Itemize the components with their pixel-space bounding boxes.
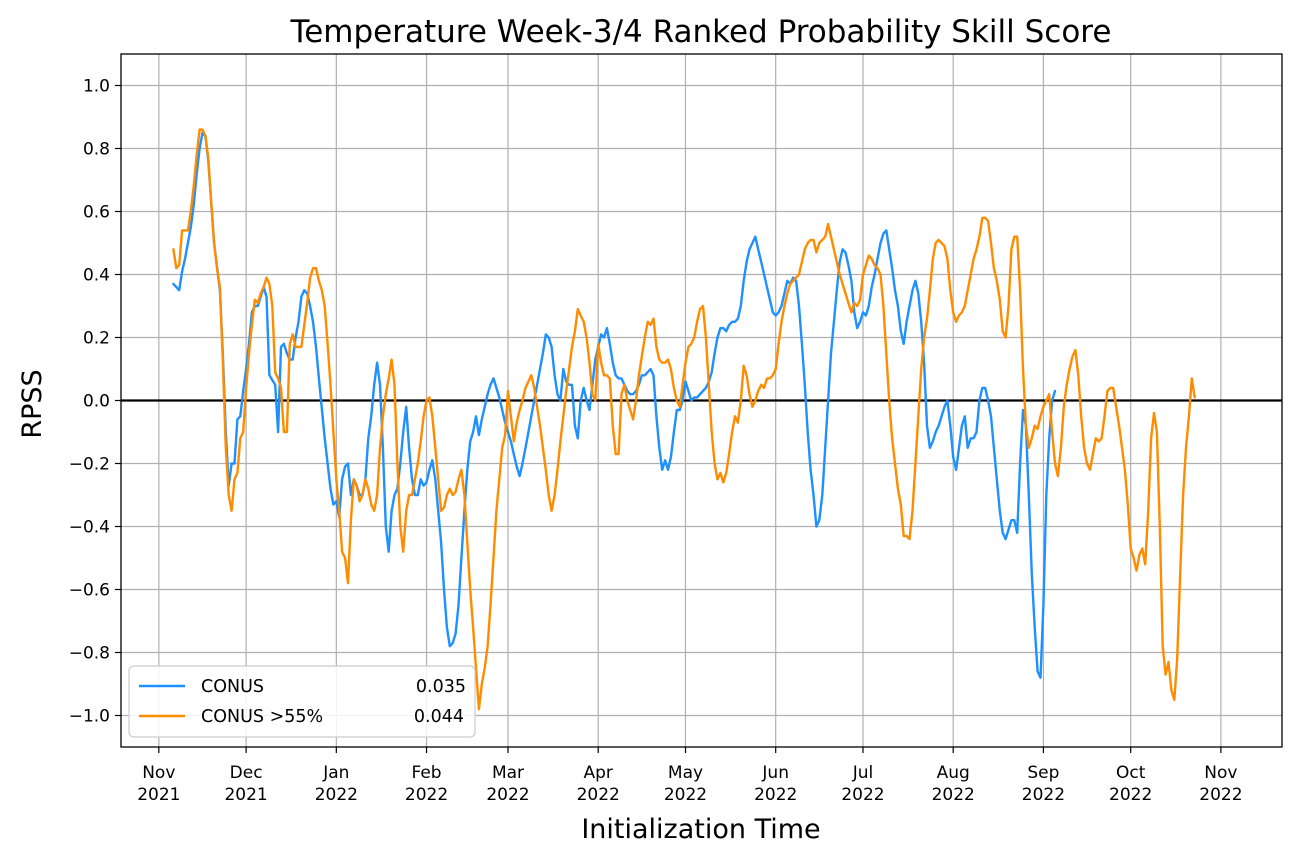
x-axis-title: Initialization Time bbox=[581, 814, 820, 845]
legend-value-conus-55: 0.044 bbox=[414, 707, 464, 727]
x-tick-label-year: 2022 bbox=[664, 785, 707, 805]
y-tick-label: 1.0 bbox=[83, 77, 110, 97]
x-tick-label-year: 2022 bbox=[315, 785, 358, 805]
y-tick-label: 0.8 bbox=[83, 140, 110, 160]
x-tick-label-month: Feb bbox=[411, 763, 441, 783]
legend-label-conus: CONUS bbox=[201, 677, 264, 697]
x-tick-label-year: 2022 bbox=[486, 785, 529, 805]
x-tick-label-month: Oct bbox=[1116, 763, 1146, 783]
y-tick-label: −1.0 bbox=[69, 707, 110, 727]
x-tick-label-year: 2021 bbox=[224, 785, 267, 805]
y-tick-label: −0.6 bbox=[69, 581, 110, 601]
series-line-conus-55 bbox=[172, 128, 1196, 711]
x-tick-label-month: May bbox=[668, 763, 703, 783]
x-tick-label-month: Apr bbox=[583, 763, 612, 783]
x-tick-label-year: 2022 bbox=[932, 785, 975, 805]
legend-label-conus-55: CONUS >55% bbox=[201, 707, 323, 727]
x-tick-label-month: Sep bbox=[1027, 763, 1059, 783]
x-tick-label-year: 2022 bbox=[1199, 785, 1242, 805]
x-tick-label-month: Mar bbox=[492, 763, 524, 783]
x-tick-label-year: 2022 bbox=[405, 785, 448, 805]
x-axis-ticks: Nov2021Dec2021Jan2022Feb2022Mar2022Apr20… bbox=[137, 747, 1243, 805]
x-tick-label-month: Jan bbox=[322, 763, 349, 783]
x-tick-label-year: 2022 bbox=[1022, 785, 1065, 805]
x-tick-label-year: 2022 bbox=[577, 785, 620, 805]
x-tick-label-month: Aug bbox=[937, 763, 970, 783]
x-tick-label-month: Nov bbox=[142, 763, 175, 783]
y-tick-label: 0.0 bbox=[83, 392, 110, 412]
series-lines bbox=[172, 128, 1196, 711]
y-tick-label: −0.2 bbox=[69, 455, 110, 475]
series-line-conus bbox=[172, 131, 1057, 679]
x-tick-label-year: 2022 bbox=[841, 785, 884, 805]
x-tick-label-month: Nov bbox=[1204, 763, 1237, 783]
y-tick-label: 0.2 bbox=[83, 329, 110, 349]
x-tick-label-year: 2021 bbox=[137, 785, 180, 805]
y-axis-title: RPSS bbox=[17, 369, 48, 438]
legend-value-conus: 0.035 bbox=[416, 677, 466, 697]
y-tick-label: 0.6 bbox=[83, 203, 110, 223]
chart-title: Temperature Week-3/4 Ranked Probability … bbox=[290, 14, 1112, 50]
x-tick-label-month: Dec bbox=[230, 763, 263, 783]
legend-box bbox=[128, 665, 476, 738]
y-tick-label: −0.8 bbox=[69, 644, 110, 664]
y-axis-ticks: −1.0 −0.8 −0.6 −0.4 −0.2 0.0 0.2 0.4 0.6 0.8 1.0 bbox=[69, 77, 121, 727]
x-tick-label-month: Jul bbox=[852, 763, 874, 783]
x-tick-label-month: Jun bbox=[761, 763, 789, 783]
x-tick-label-year: 2022 bbox=[754, 785, 797, 805]
x-tick-label-year: 2022 bbox=[1109, 785, 1152, 805]
y-tick-label: −0.4 bbox=[69, 518, 110, 538]
y-tick-label: 0.4 bbox=[83, 266, 110, 286]
legend: CONUS 0.035 CONUS >55% 0.044 bbox=[128, 665, 476, 738]
